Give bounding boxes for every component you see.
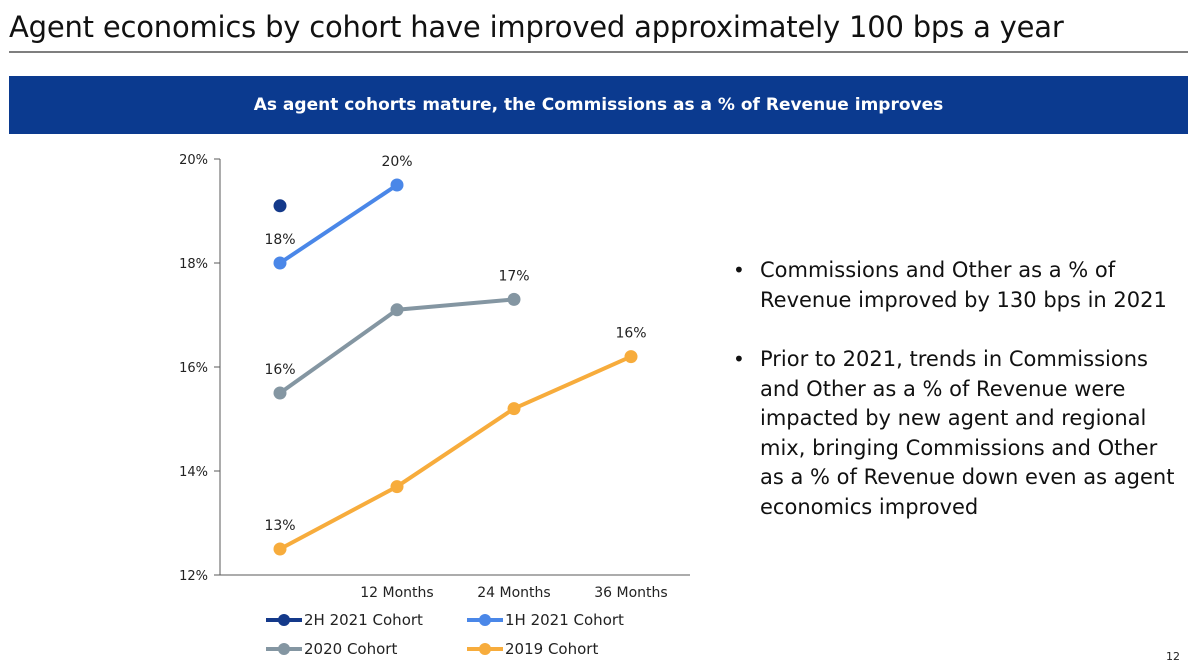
data-point-2019-cohort bbox=[390, 480, 404, 494]
data-label-1h-2021-cohort: 18% bbox=[264, 232, 295, 248]
legend-label: 1H 2021 Cohort bbox=[505, 611, 624, 629]
data-label-2020-cohort: 17% bbox=[498, 268, 529, 284]
legend-label: 2H 2021 Cohort bbox=[304, 611, 423, 629]
data-point-2019-cohort bbox=[273, 542, 287, 556]
data-point-2020-cohort bbox=[273, 386, 287, 400]
legend-marker bbox=[278, 614, 290, 626]
bullet-icon: • bbox=[733, 347, 745, 371]
title-divider bbox=[9, 51, 1188, 53]
page-number: 12 bbox=[1166, 650, 1180, 663]
legend-marker bbox=[479, 643, 491, 655]
y-tick-label: 18% bbox=[179, 257, 208, 272]
legend-marker bbox=[479, 614, 491, 626]
data-point-1h-2021-cohort bbox=[273, 256, 287, 270]
data-point-2020-cohort bbox=[390, 303, 404, 317]
data-point-2019-cohort bbox=[624, 350, 638, 364]
legend-label: 2020 Cohort bbox=[304, 640, 397, 658]
data-label-2019-cohort: 13% bbox=[264, 518, 295, 534]
bullet-text: Prior to 2021, trends in Commissions and… bbox=[760, 347, 1175, 519]
y-tick-label: 16% bbox=[179, 361, 208, 376]
x-tick-label: 36 Months bbox=[594, 585, 667, 601]
bullet-icon: • bbox=[733, 258, 745, 282]
series-line-1h-2021-cohort bbox=[278, 183, 399, 265]
y-tick-label: 12% bbox=[179, 569, 208, 584]
legend-label: 2019 Cohort bbox=[505, 640, 598, 658]
bullet-list: • Commissions and Other as a % of Revenu… bbox=[733, 256, 1183, 552]
line-chart: 12% 14% 16% 18% 20% 12 Months 24 Months 36 Mont… bbox=[179, 153, 690, 658]
data-point-2h-2021-cohort bbox=[273, 199, 287, 213]
y-tick-label: 20% bbox=[179, 153, 208, 168]
banner-text: As agent cohorts mature, the Commissions… bbox=[253, 95, 944, 115]
data-point-2019-cohort bbox=[507, 402, 521, 416]
banner: As agent cohorts mature, the Commissions… bbox=[9, 76, 1188, 134]
y-tick-label: 14% bbox=[179, 465, 208, 480]
x-tick-label: 24 Months bbox=[477, 585, 550, 601]
slide-title: Agent economics by cohort have improved … bbox=[9, 10, 1064, 44]
x-tick-label: 12 Months bbox=[360, 585, 433, 601]
bullet-text: Commissions and Other as a % of Revenue … bbox=[760, 258, 1167, 312]
data-point-1h-2021-cohort bbox=[390, 178, 404, 192]
series-line-2019-cohort bbox=[279, 354, 632, 551]
bullet-item: • Commissions and Other as a % of Revenu… bbox=[733, 256, 1183, 315]
legend-marker bbox=[278, 643, 290, 655]
data-label-2020-cohort: 16% bbox=[264, 362, 295, 378]
data-point-2020-cohort bbox=[507, 292, 521, 306]
data-label-1h-2021-cohort: 20% bbox=[381, 154, 412, 170]
bullet-item: • Prior to 2021, trends in Commissions a… bbox=[733, 345, 1183, 522]
data-label-2019-cohort: 16% bbox=[615, 326, 646, 342]
